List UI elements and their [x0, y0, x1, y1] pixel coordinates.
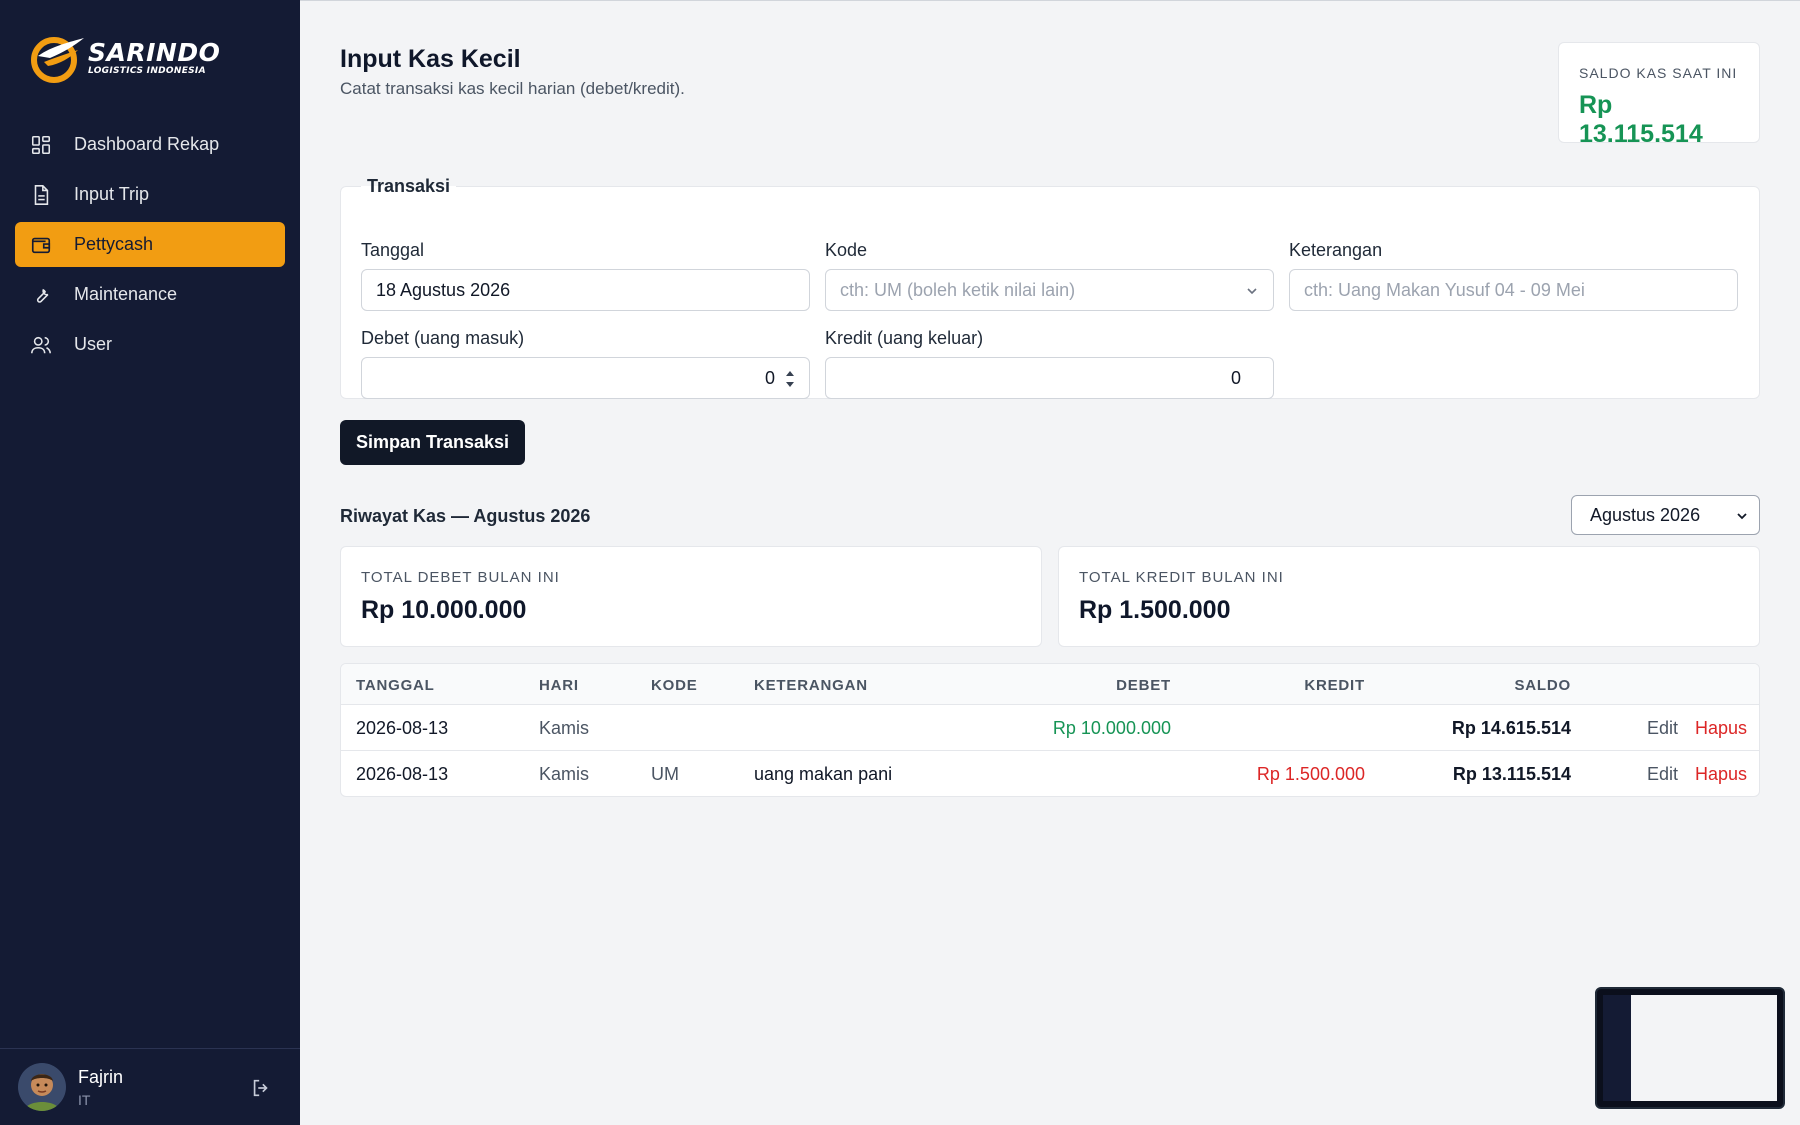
column-header: HARI [539, 677, 579, 694]
cell-kode: UM [651, 764, 679, 784]
sidebar-item-label: Input Trip [74, 184, 150, 204]
cell-hari: Kamis [539, 718, 590, 738]
cell-debet: Rp 10.000.000 [1052, 718, 1171, 738]
saldo-card: SALDO KAS SAAT INI Rp 13.115.514 [1558, 42, 1760, 148]
keterangan-placeholder: cth: Uang Makan Yusuf 04 - 09 Mei [1304, 279, 1585, 300]
delete-link[interactable]: Hapus [1695, 764, 1748, 784]
transaction-form: Transaksi Tanggal 18 Agustus 2026 Kode c… [340, 176, 1760, 399]
form-legend: Transaksi [367, 176, 451, 196]
table-row: 2026-08-13 Kamis UM uang makan pani Rp 1… [341, 751, 1759, 796]
tanggal-label: Tanggal [361, 240, 425, 260]
column-header: KETERANGAN [754, 677, 868, 694]
edit-link[interactable]: Edit [1647, 718, 1679, 738]
edit-link[interactable]: Edit [1647, 764, 1679, 784]
column-header: SALDO [1514, 677, 1571, 694]
cell-tanggal: 2026-08-13 [356, 764, 449, 784]
kredit-value: 0 [1230, 367, 1241, 388]
sidebar-item-dashboard-rekap[interactable]: Dashboard Rekap [15, 122, 285, 167]
logout-icon[interactable] [250, 1077, 272, 1099]
thumbnail-content [1603, 995, 1777, 1101]
keterangan-label: Keterangan [1289, 240, 1383, 260]
sidebar-item-input-trip[interactable]: Input Trip [15, 172, 285, 217]
brand-logo[interactable]: SARINDO LOGISTICS INDONESIA [30, 32, 220, 84]
screen-preview-thumbnail[interactable] [1595, 987, 1785, 1109]
history-title: Riwayat Kas — Agustus 2026 [340, 506, 591, 526]
month-selected: Agustus 2026 [1590, 504, 1701, 525]
save-transaction-button[interactable]: Simpan Transaksi [340, 420, 525, 465]
dashboard-icon [31, 135, 51, 154]
thumbnail-sidebar [1603, 995, 1631, 1101]
total-kredit-value: Rp 1.500.000 [1079, 596, 1231, 624]
kode-select[interactable]: cth: UM (boleh ketik nilai lain) [825, 269, 1274, 311]
cell-tanggal: 2026-08-13 [356, 718, 449, 738]
users-icon [31, 336, 51, 353]
sidebar-item-maintenance[interactable]: Maintenance [15, 272, 285, 317]
table-row: 2026-08-13 Kamis Rp 10.000.000 Rp 14.615… [341, 705, 1759, 751]
user-name: Fajrin [78, 1066, 124, 1087]
page-subtitle: Catat transaksi kas kecil harian (debet/… [340, 79, 685, 98]
tanggal-input[interactable]: 18 Agustus 2026 [361, 269, 810, 311]
saldo-label: SALDO KAS SAAT INI [1579, 65, 1738, 81]
wallet-icon [31, 237, 51, 253]
cell-kredit: Rp 1.500.000 [1256, 764, 1365, 784]
cell-hari: Kamis [539, 764, 590, 784]
wrench-icon [36, 288, 49, 303]
document-icon [34, 184, 49, 205]
number-spinner-icon[interactable] [785, 368, 795, 390]
total-debet-card: TOTAL DEBET BULAN INI Rp 10.000.000 [340, 546, 1042, 647]
column-header: KREDIT [1304, 677, 1365, 694]
brand-subtitle: LOGISTICS INDONESIA [88, 66, 206, 76]
kredit-input[interactable]: 0 [825, 357, 1274, 399]
page-title: Input Kas Kecil [340, 45, 521, 73]
kredit-label: Kredit (uang keluar) [825, 328, 984, 348]
chevron-down-icon [1247, 288, 1257, 295]
avatar-icon [18, 1063, 66, 1111]
debet-label: Debet (uang masuk) [361, 328, 525, 348]
cell-keterangan: uang makan pani [754, 764, 893, 784]
user-role: IT [78, 1091, 91, 1108]
delete-link[interactable]: Hapus [1695, 718, 1748, 738]
avatar[interactable] [18, 1063, 66, 1111]
main-content: Input Kas Kecil Catat transaksi kas keci… [300, 0, 1800, 1125]
column-header: TANGGAL [356, 677, 435, 694]
sidebar-item-pettycash[interactable]: Pettycash [15, 222, 285, 267]
total-debet-label: TOTAL DEBET BULAN INI [361, 569, 560, 586]
kode-placeholder: cth: UM (boleh ketik nilai lain) [840, 279, 1076, 300]
sidebar-item-label: Pettycash [74, 234, 154, 254]
month-select[interactable]: Agustus 2026 [1571, 495, 1760, 535]
history-table: TANGGAL HARI KODE KETERANGAN DEBET KREDI… [340, 663, 1760, 797]
debet-value: 0 [764, 367, 775, 388]
sidebar-item-label: User [74, 334, 113, 354]
column-header: KODE [651, 677, 698, 694]
cell-saldo: Rp 13.115.514 [1452, 764, 1571, 784]
user-profile: Fajrin IT [0, 1048, 300, 1125]
debet-input[interactable]: 0 [361, 357, 810, 399]
sidebar-nav: Dashboard Rekap Input Trip Pettycash Mai… [15, 122, 285, 372]
sidebar-item-label: Maintenance [74, 284, 178, 304]
column-header: DEBET [1116, 677, 1171, 694]
total-kredit-card: TOTAL KREDIT BULAN INI Rp 1.500.000 [1058, 546, 1760, 647]
total-debet-value: Rp 10.000.000 [361, 596, 527, 624]
table-header: TANGGAL HARI KODE KETERANGAN DEBET KREDI… [341, 664, 1759, 705]
sidebar-item-label: Dashboard Rekap [74, 134, 220, 154]
total-kredit-label: TOTAL KREDIT BULAN INI [1079, 569, 1284, 586]
kode-label: Kode [825, 240, 868, 260]
brand-name: SARINDO [88, 38, 221, 67]
sidebar: SARINDO LOGISTICS INDONESIA Dashboard Re… [0, 0, 300, 1125]
sidebar-item-user[interactable]: User [15, 322, 285, 367]
sarindo-logo-icon [31, 37, 84, 83]
tanggal-value: 18 Agustus 2026 [376, 279, 511, 300]
saldo-value: Rp 13.115.514 [1579, 91, 1703, 148]
chevron-down-icon [1737, 513, 1747, 520]
cell-saldo: Rp 14.615.514 [1451, 718, 1571, 738]
keterangan-input[interactable]: cth: Uang Makan Yusuf 04 - 09 Mei [1289, 269, 1738, 311]
